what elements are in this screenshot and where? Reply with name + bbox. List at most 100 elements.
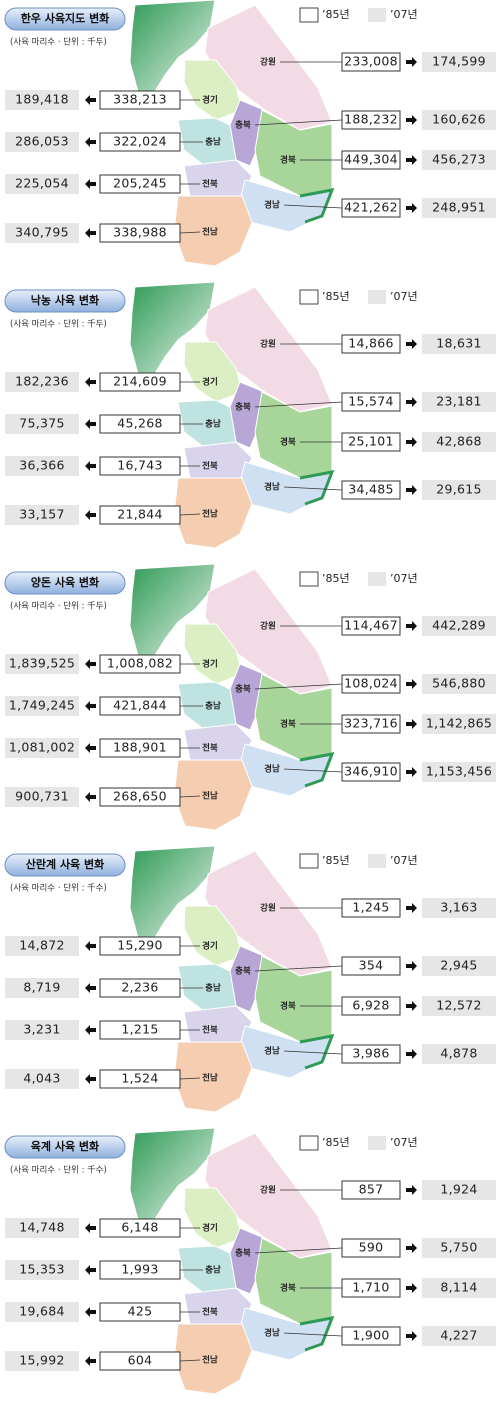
- legend-swatch: [299, 853, 319, 869]
- value-2007: 3,231: [23, 1022, 60, 1037]
- region-name: 충북: [235, 1248, 251, 1259]
- panel-title: 낙농 사육 변화: [31, 293, 99, 307]
- value-2007: 1,153,456: [426, 764, 492, 779]
- map-region: [183, 723, 253, 761]
- value-box-2007: [422, 392, 496, 412]
- value-box-2007: [5, 1351, 79, 1371]
- arrow: [406, 903, 417, 913]
- value-2007: 1,749,245: [9, 698, 75, 713]
- panel-title: 산란계 사육 변화: [26, 857, 105, 871]
- arrow: [85, 659, 96, 669]
- value-1985: 338,988: [113, 225, 167, 240]
- value-box-1985: [99, 1351, 181, 1371]
- value-box-1985: [341, 674, 401, 694]
- title-pill: [4, 571, 126, 595]
- value-box-1985: [341, 198, 401, 218]
- value-box-2007: [422, 480, 496, 500]
- value-box-1985: [99, 132, 181, 152]
- value-box-2007: [5, 414, 79, 434]
- region-name: 전남: [202, 1073, 218, 1084]
- map-region: [129, 845, 216, 943]
- coast: [299, 470, 335, 506]
- value-box-1985: [341, 392, 401, 412]
- panel-subtitle: (사육 마리수 · 단위 : 千두): [10, 37, 107, 48]
- region-name: 충남: [205, 1265, 221, 1276]
- region-name: 경기: [202, 1223, 218, 1234]
- value-2007: 14,748: [19, 1220, 65, 1235]
- value-1985: 1,993: [121, 1262, 158, 1277]
- coast: [299, 1034, 335, 1070]
- value-box-2007: [5, 1069, 79, 1089]
- arrow: [85, 941, 96, 951]
- value-box-1985: [99, 787, 181, 807]
- value-box-2007: [422, 1278, 496, 1298]
- value-box-1985: [99, 414, 181, 434]
- arrow: [85, 510, 96, 520]
- value-1985: 1,215: [121, 1022, 158, 1037]
- map-region: [183, 623, 243, 685]
- value-1985: 346,910: [344, 764, 398, 779]
- panel-subtitle: (사육 마리수 · 단위 : 千두): [10, 601, 107, 612]
- legend-swatch: [368, 572, 386, 586]
- value-2007: 546,880: [432, 676, 486, 691]
- region-name: 전남: [202, 1355, 218, 1366]
- value-2007: 42,868: [436, 434, 482, 449]
- value-2007: 29,615: [436, 482, 482, 497]
- leader-line: [254, 965, 343, 972]
- region-name: 강원: [260, 621, 276, 632]
- arrow: [406, 1283, 417, 1293]
- value-box-2007: [5, 738, 79, 758]
- value-box-2007: [5, 223, 79, 243]
- value-box-2007: [5, 505, 79, 525]
- value-box-1985: [341, 1180, 401, 1200]
- value-box-2007: [5, 787, 79, 807]
- region-name: 강원: [260, 903, 276, 914]
- region-name: 전북: [202, 461, 218, 472]
- value-1985: 15,290: [117, 938, 163, 953]
- value-box-1985: [99, 223, 181, 243]
- region-name: 충북: [235, 684, 251, 695]
- legend-label: ’85년: [322, 290, 350, 303]
- value-2007: 8,114: [440, 1280, 477, 1295]
- value-1985: 25,101: [348, 434, 394, 449]
- map-region: [183, 1187, 243, 1249]
- value-box-1985: [341, 334, 401, 354]
- region-name: 강원: [260, 1185, 276, 1196]
- value-2007: 4,878: [440, 1046, 477, 1061]
- arrow: [406, 1243, 417, 1253]
- value-box-2007: [422, 1180, 496, 1200]
- region-name: 전남: [202, 227, 218, 238]
- value-2007: 2,945: [440, 958, 477, 973]
- leader-line: [283, 768, 343, 773]
- region-name: 경북: [280, 1283, 296, 1294]
- legend-swatch: [368, 8, 386, 22]
- value-box-2007: [422, 956, 496, 976]
- value-box-1985: [341, 714, 401, 734]
- value-2007: 340,795: [15, 225, 69, 240]
- value-box-1985: [99, 1069, 181, 1089]
- value-box-2007: [422, 714, 496, 734]
- value-1985: 338,213: [113, 92, 167, 107]
- leader-line: [254, 1247, 343, 1254]
- value-box-2007: [422, 674, 496, 694]
- value-box-2007: [422, 110, 496, 130]
- panel-subtitle: (사육 마리수 · 단위 : 千수): [10, 1165, 107, 1176]
- value-box-2007: [5, 132, 79, 152]
- region-name: 전남: [202, 509, 218, 520]
- value-box-1985: [341, 110, 401, 130]
- value-box-2007: [5, 1218, 79, 1238]
- arrow: [406, 1049, 417, 1059]
- arrow: [85, 419, 96, 429]
- value-box-1985: [99, 654, 181, 674]
- value-1985: 6,928: [352, 998, 389, 1013]
- value-1985: 214,609: [113, 374, 167, 389]
- value-box-1985: [341, 616, 401, 636]
- value-box-1985: [99, 372, 181, 392]
- value-1985: 1,900: [352, 1328, 389, 1343]
- value-1985: 421,262: [344, 200, 398, 215]
- value-1985: 16,743: [117, 458, 163, 473]
- value-1985: 323,716: [344, 716, 398, 731]
